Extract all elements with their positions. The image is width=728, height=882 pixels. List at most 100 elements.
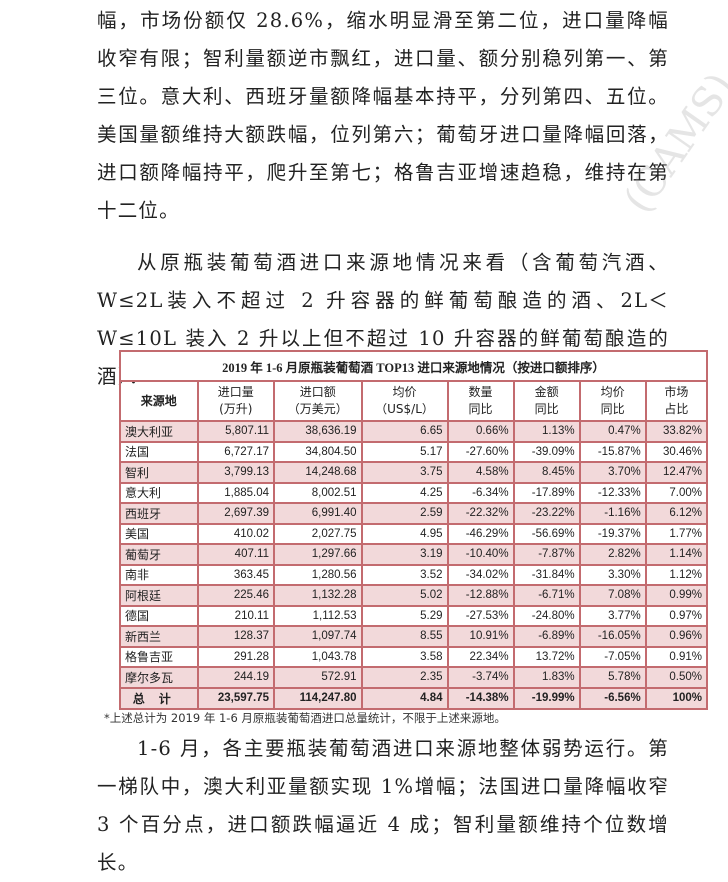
country-cell: 德国 [119, 604, 199, 627]
value-cell: 4.25 [360, 481, 449, 504]
value-cell: 1,043.78 [273, 645, 363, 668]
value-cell: -17.89% [512, 481, 581, 504]
table-row: 法国 6,727.17 34,804.50 5.17 -27.60% -39.09% -15… [119, 440, 709, 463]
table-row: 智利 3,799.13 14,248.68 3.75 4.58% 8.45% 3.70% 12… [119, 461, 709, 484]
table-row: 美国 410.02 2,027.75 4.95 -46.29% -56.69% -19.37… [119, 522, 709, 545]
value-cell: 0.66% [446, 420, 515, 443]
value-cell: 1,280.56 [273, 563, 363, 586]
table-header-row: 来源地 进口量 (万升) 进口额 （万美元） 均价 （US$/L） 数量 同比 金额 同比 均价 同比市… [119, 380, 709, 422]
value-cell: 1,132.28 [273, 584, 363, 607]
value-cell: 5.02 [360, 584, 449, 607]
value-cell: -15.87% [578, 440, 647, 463]
table-row: 南非 363.45 1,280.56 3.52 -34.02% -31.84% 3.30% 1… [119, 563, 709, 586]
value-cell: 2,027.75 [273, 522, 363, 545]
value-cell: 100% [644, 686, 709, 710]
value-cell: 114,247.80 [273, 686, 363, 710]
value-cell: -24.80% [512, 604, 581, 627]
value-cell: 33.82% [644, 420, 709, 443]
value-cell: 6.65 [360, 420, 449, 443]
country-cell: 美国 [119, 522, 199, 545]
value-cell: 3.30% [578, 563, 647, 586]
value-cell: 3.19 [360, 543, 449, 566]
value-cell: -6.71% [512, 584, 581, 607]
paragraph-1: 幅，市场份额仅 28.6%，缩水明显滑至第二位，进口量降幅收窄有限；智利量额逆市… [97, 9, 669, 222]
country-cell: 澳大利亚 [119, 420, 199, 443]
column-header-line: 进口量 [217, 385, 254, 399]
value-cell: -7.87% [512, 543, 581, 566]
value-cell: 1.13% [512, 420, 581, 443]
value-cell: 8,002.51 [273, 481, 363, 504]
country-cell: 南非 [119, 563, 199, 586]
value-cell: 1.83% [512, 666, 581, 689]
value-cell: 0.97% [644, 604, 709, 627]
column-header: 数量 同比 [446, 380, 515, 422]
country-cell: 意大利 [119, 481, 199, 504]
value-cell: 6.12% [644, 502, 709, 525]
value-cell: 2.59 [360, 502, 449, 525]
value-cell: -6.34% [446, 481, 515, 504]
value-cell: 3.75 [360, 461, 449, 484]
column-header: 来源地 [119, 380, 199, 422]
country-cell: 法国 [119, 440, 199, 463]
table-title: 2019 年 1-6 月原瓶装葡萄酒 TOP13 进口来源地情况（按进口额排序） [119, 350, 708, 382]
value-cell: -6.56% [578, 686, 647, 710]
value-cell: -6.89% [512, 625, 581, 648]
column-header: 金额 同比 [512, 380, 581, 422]
column-header-line: 占比 [664, 402, 689, 416]
value-cell: 5,807.11 [196, 420, 276, 443]
value-cell: -23.22% [512, 502, 581, 525]
value-cell: -3.74% [446, 666, 515, 689]
column-header-line: （US$/L） [375, 402, 434, 416]
value-cell: -22.32% [446, 502, 515, 525]
table-row: 西班牙 2,697.39 6,991.40 2.59 -22.32% -23.22% -1.… [119, 502, 709, 525]
value-cell: -56.69% [512, 522, 581, 545]
value-cell: -34.02% [446, 563, 515, 586]
column-header-line: 同比 [468, 402, 493, 416]
value-cell: 1,112.53 [273, 604, 363, 627]
table-row: 德国 210.11 1,112.53 5.29 -27.53% -24.80% 3.77% 0… [119, 604, 709, 627]
column-header-line: 数量 [468, 385, 493, 399]
value-cell: 291.28 [196, 645, 276, 668]
column-header-line: (万升) [219, 402, 253, 416]
value-cell: 3,799.13 [196, 461, 276, 484]
value-cell: 407.11 [196, 543, 276, 566]
column-header-line: （万美元） [287, 402, 348, 416]
column-header-line: 同比 [600, 402, 625, 416]
column-header-line: 均价 [392, 385, 417, 399]
value-cell: 0.91% [644, 645, 709, 668]
value-cell: 363.45 [196, 563, 276, 586]
value-cell: 8.45% [512, 461, 581, 484]
value-cell: -31.84% [512, 563, 581, 586]
country-cell: 西班牙 [119, 502, 199, 525]
column-header: 均价 同比 [578, 380, 647, 422]
value-cell: 30.46% [644, 440, 709, 463]
value-cell: -10.40% [446, 543, 515, 566]
country-cell: 智利 [119, 461, 199, 484]
value-cell: -27.60% [446, 440, 515, 463]
country-cell: 总计 [119, 686, 199, 710]
value-cell: 0.96% [644, 625, 709, 648]
value-cell: 5.17 [360, 440, 449, 463]
table-row: 意大利 1,885.04 8,002.51 4.25 -6.34% -17.89% -12.… [119, 481, 709, 504]
value-cell: 244.19 [196, 666, 276, 689]
country-cell: 葡萄牙 [119, 543, 199, 566]
column-header-line: 来源地 [140, 393, 177, 408]
value-cell: -19.37% [578, 522, 647, 545]
value-cell: 1,297.66 [273, 543, 363, 566]
country-cell: 格鲁吉亚 [119, 645, 199, 668]
value-cell: -46.29% [446, 522, 515, 545]
column-header: 进口量 (万升) [196, 380, 276, 422]
value-cell: 128.37 [196, 625, 276, 648]
value-cell: 5.29 [360, 604, 449, 627]
column-header-line: 均价 [600, 385, 625, 399]
value-cell: -14.38% [446, 686, 515, 710]
value-cell: 0.99% [644, 584, 709, 607]
table-footnote: *上述总计为 2019 年 1-6 月原瓶装葡萄酒进口总量统计，不限于上述来源地… [104, 711, 506, 725]
value-cell: 4.95 [360, 522, 449, 545]
value-cell: 3.58 [360, 645, 449, 668]
value-cell: -1.16% [578, 502, 647, 525]
column-header: 进口额 （万美元） [273, 380, 363, 422]
value-cell: 7.00% [644, 481, 709, 504]
country-cell: 新西兰 [119, 625, 199, 648]
value-cell: 14,248.68 [273, 461, 363, 484]
